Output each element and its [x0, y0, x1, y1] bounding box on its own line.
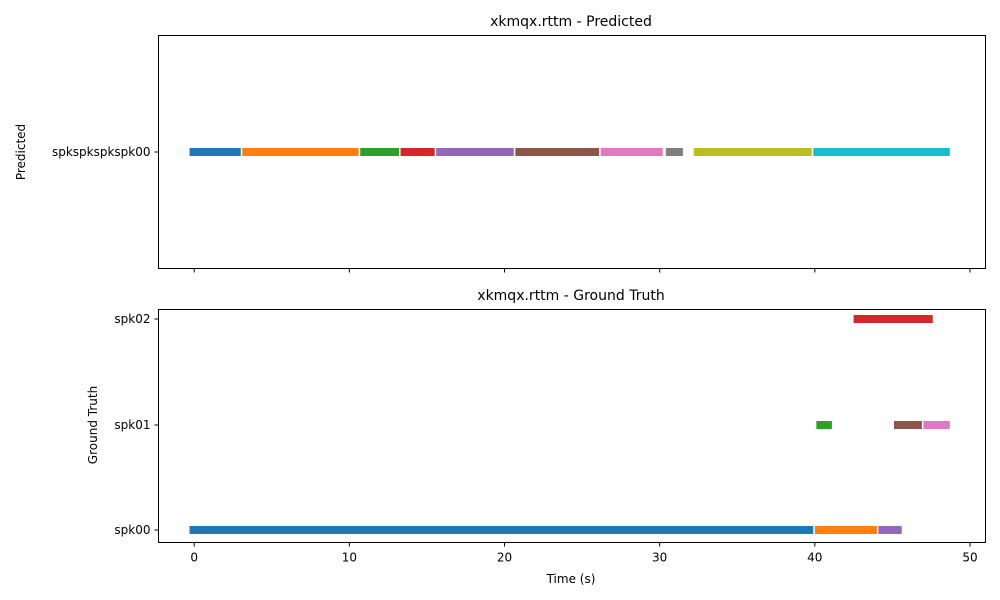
- segment-spkspkspkspk00-0: [189, 148, 241, 156]
- ground-truth-axes-frame: [158, 309, 986, 543]
- segment-spkspkspkspk00-4: [436, 148, 514, 156]
- segment-spkspkspkspk00-8: [693, 148, 812, 156]
- predicted-panel: xkmqx.rttm - Predicted Predicted spkspks…: [14, 14, 986, 273]
- segment-spk00-0: [189, 526, 814, 534]
- y-tick-label-spk02: spk02: [114, 312, 150, 326]
- x-tick-label-30: 30: [652, 551, 667, 565]
- ground-truth-title: xkmqx.rttm - Ground Truth: [477, 288, 664, 304]
- predicted-title: xkmqx.rttm - Predicted: [490, 14, 652, 30]
- y-tick-label-spk00: spk00: [114, 523, 150, 537]
- segment-spk01-6: [923, 421, 950, 429]
- predicted-x-ticks: [193, 268, 971, 273]
- x-tick-label-40: 40: [807, 551, 822, 565]
- predicted-ylabel: Predicted: [14, 124, 28, 180]
- segment-spkspkspkspk00-2: [360, 148, 399, 156]
- predicted-axes-frame: [158, 35, 986, 269]
- predicted-y-ticks: spkspkspkspk00: [52, 145, 159, 159]
- x-tick-label-10: 10: [342, 551, 357, 565]
- ground-truth-y-ticks: spk00 spk01 spk02: [114, 312, 159, 537]
- segment-spkspkspkspk00-1: [242, 148, 359, 156]
- x-tick-label-0: 0: [190, 551, 198, 565]
- segment-spk00-4: [878, 526, 902, 534]
- predicted-segments: [189, 148, 950, 156]
- ground-truth-panel: xkmqx.rttm - Ground Truth Ground Truth s…: [86, 288, 986, 586]
- segment-spk01-5: [893, 421, 922, 429]
- y-tick-label-spk01: spk01: [114, 418, 150, 432]
- y-tick-label-spkspkspkspk00: spkspkspkspk00: [52, 145, 151, 159]
- segment-spk00-1: [814, 526, 877, 534]
- segment-spk02-3: [853, 315, 933, 323]
- ground-truth-segments: [189, 315, 950, 534]
- segment-spkspkspkspk00-7: [665, 148, 683, 156]
- x-tick-label-20: 20: [497, 551, 512, 565]
- ground-truth-ylabel: Ground Truth: [86, 386, 100, 464]
- ground-truth-xlabel: Time (s): [546, 572, 596, 586]
- segment-spkspkspkspk00-3: [400, 148, 435, 156]
- segment-spkspkspkspk00-9: [813, 148, 950, 156]
- segment-spkspkspkspk00-5: [515, 148, 600, 156]
- segment-spk01-2: [816, 421, 832, 429]
- ground-truth-x-ticks: 0 10 20 30 40 50: [190, 542, 978, 565]
- x-tick-label-50: 50: [962, 551, 977, 565]
- segment-spkspkspkspk00-6: [600, 148, 663, 156]
